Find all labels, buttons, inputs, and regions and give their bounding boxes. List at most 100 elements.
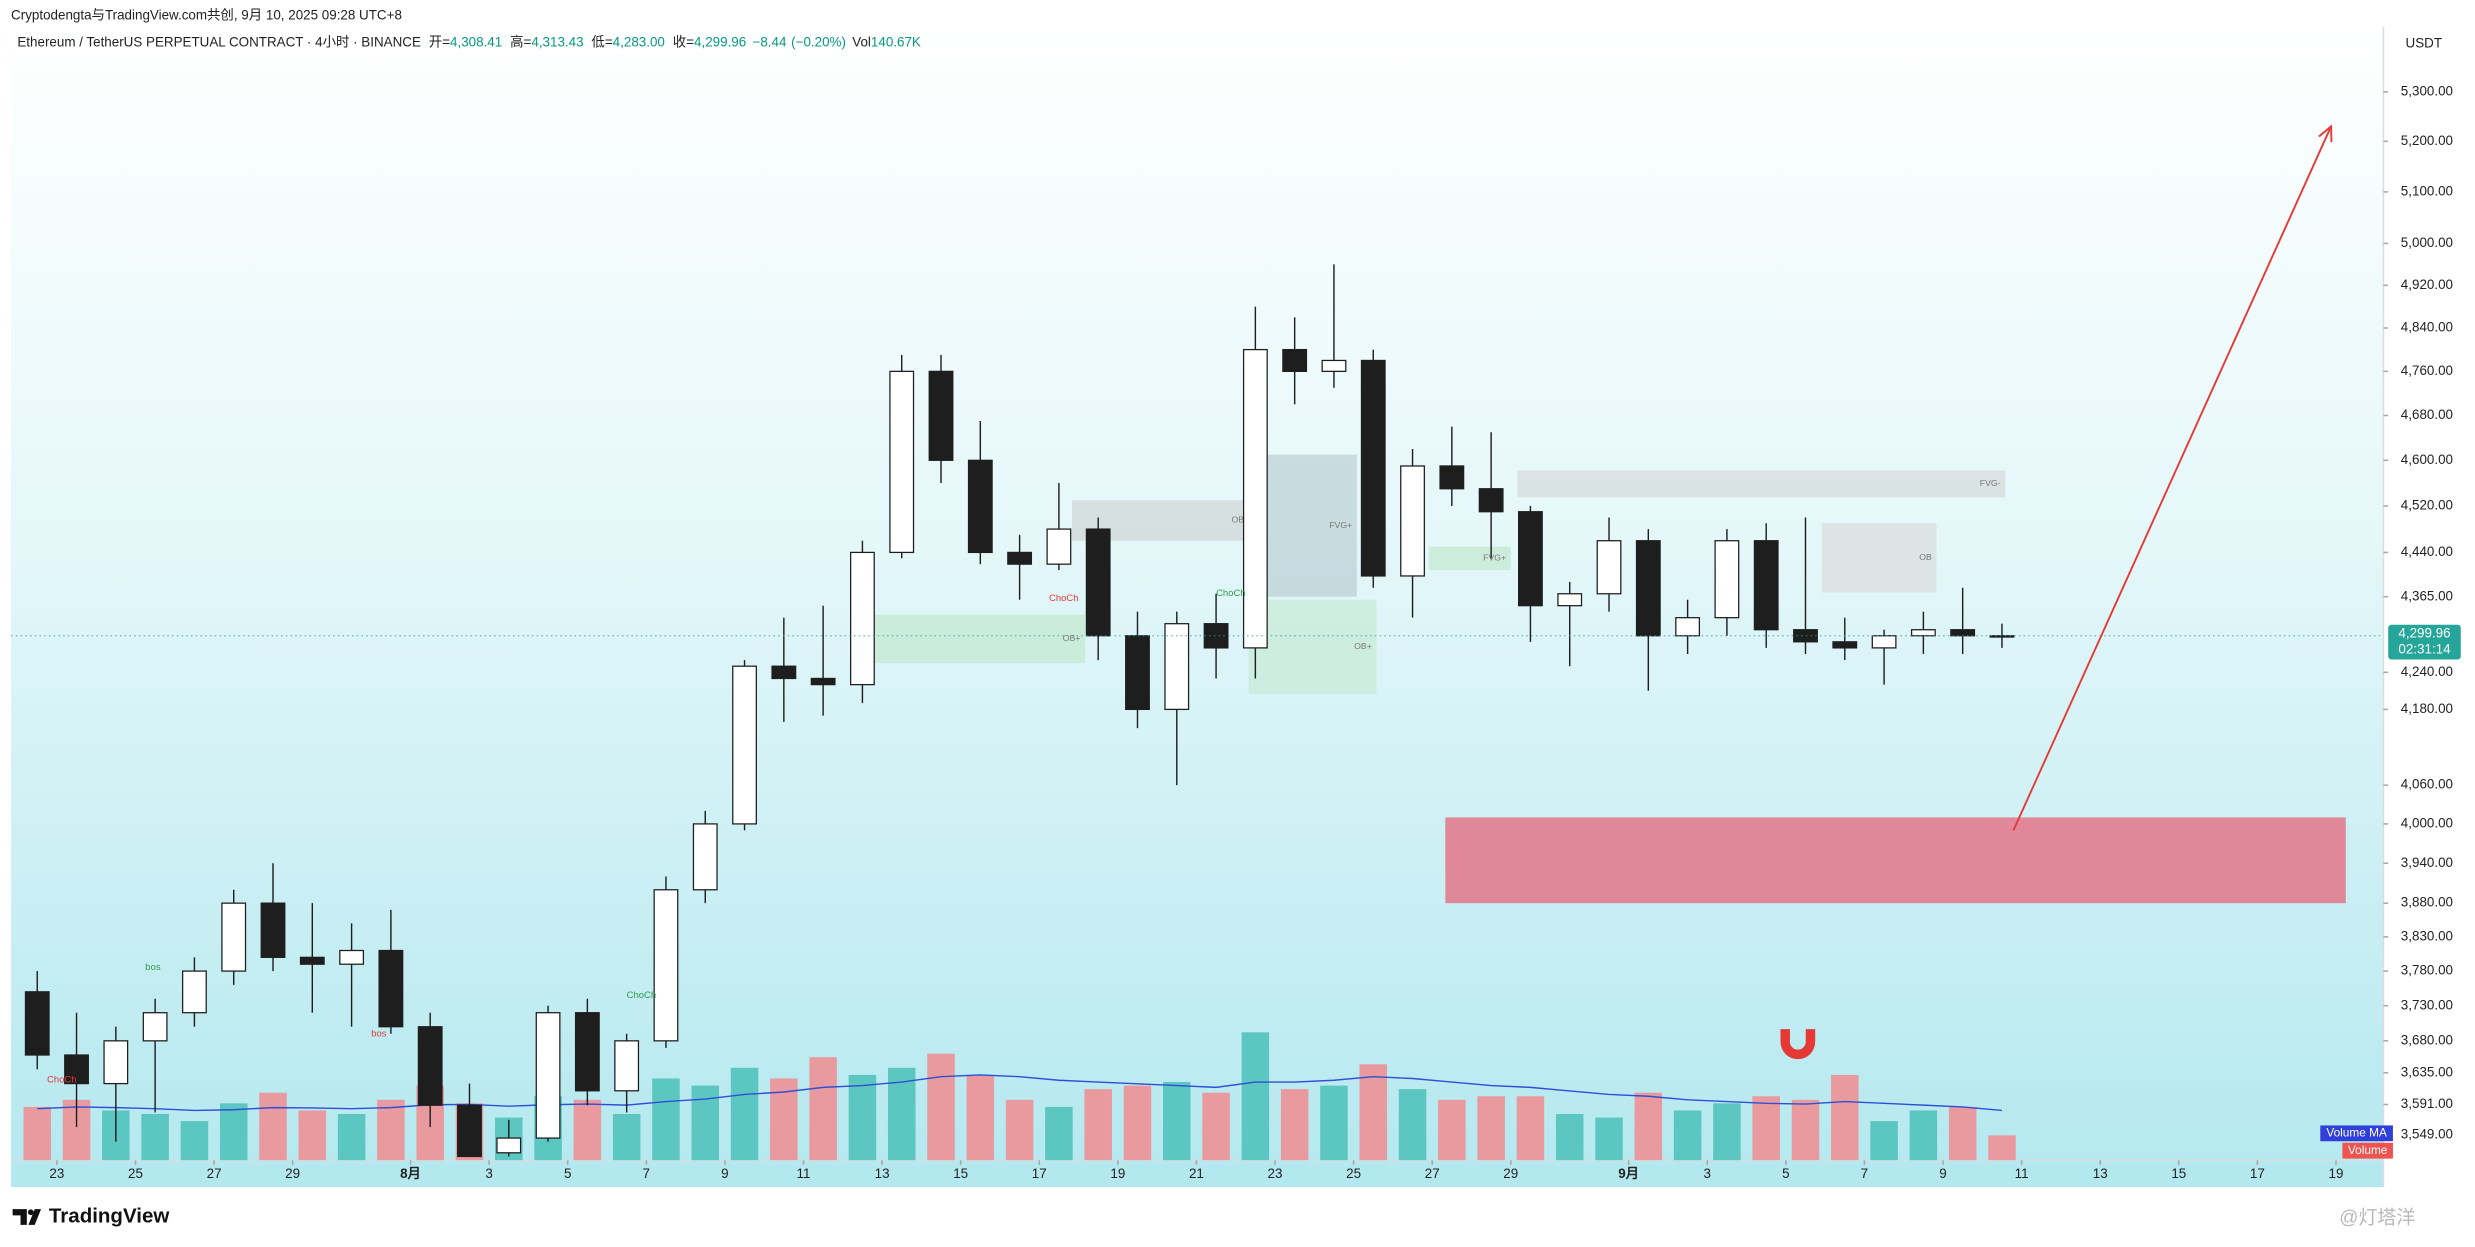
x-tick-label: 23 bbox=[1268, 1166, 1283, 1181]
volume-bar bbox=[1713, 1103, 1741, 1161]
volume-bar bbox=[1359, 1064, 1388, 1161]
x-tick-label: 15 bbox=[953, 1166, 968, 1181]
credit: Cryptodengta与TradingView.com共创, 9月 10, 2… bbox=[11, 7, 402, 22]
annotation: ChoCh bbox=[1216, 588, 1245, 599]
ohlc-value: 4,283.00 bbox=[613, 34, 665, 49]
ohlc-name: 开= bbox=[429, 34, 450, 49]
logo-dot bbox=[27, 1209, 34, 1216]
candle-body bbox=[1910, 629, 1936, 637]
candle-body bbox=[1164, 623, 1190, 711]
volume-bar bbox=[809, 1057, 837, 1161]
volume-bar bbox=[23, 1106, 51, 1161]
x-tick-label: 8月 bbox=[400, 1166, 421, 1181]
y-tick-label: 4,840.00 bbox=[2401, 320, 2453, 335]
zone-label: FVG- bbox=[1980, 478, 2001, 488]
volume-bar bbox=[1320, 1085, 1348, 1161]
candle-body bbox=[535, 1012, 561, 1139]
candle-body bbox=[417, 1026, 443, 1106]
magnet-icon bbox=[1780, 1029, 1816, 1060]
zone-label: OB+ bbox=[1063, 633, 1081, 643]
x-tick-label: 5 bbox=[1782, 1166, 1789, 1181]
annotation: ChoCh bbox=[627, 990, 656, 1001]
volume-bar bbox=[1005, 1099, 1034, 1161]
x-tick-label: 19 bbox=[2329, 1166, 2344, 1181]
volume-name: Volume bbox=[2348, 1143, 2388, 1157]
volume-bar bbox=[848, 1074, 877, 1161]
zone bbox=[1445, 817, 2346, 904]
volume-ma-name: Volume MA bbox=[2326, 1125, 2387, 1139]
x-tick-label: 13 bbox=[2093, 1166, 2108, 1181]
volume-bar bbox=[927, 1053, 955, 1161]
x-tick-label: 17 bbox=[1032, 1166, 1047, 1181]
volume-bar bbox=[1831, 1074, 1859, 1161]
candle-body bbox=[1203, 623, 1229, 649]
volume-bar bbox=[337, 1114, 366, 1161]
y-tick-label: 5,200.00 bbox=[2401, 133, 2453, 148]
y-tick-label: 3,880.00 bbox=[2401, 895, 2453, 910]
currency: USDT bbox=[2406, 36, 2442, 51]
candle-body bbox=[1360, 359, 1386, 577]
zone-label: FVG+ bbox=[1329, 520, 1352, 530]
candle-body bbox=[653, 889, 679, 1042]
candle-body bbox=[1439, 465, 1465, 490]
volume-ma-tag bbox=[2320, 1125, 2393, 1142]
candle-body bbox=[1007, 551, 1033, 565]
candle-body bbox=[1518, 511, 1543, 607]
x-tick-label: 29 bbox=[285, 1166, 300, 1181]
candle-body bbox=[299, 956, 325, 965]
candle-body bbox=[64, 1054, 89, 1085]
candle-body bbox=[1635, 540, 1661, 637]
candle-body bbox=[771, 665, 797, 680]
volume-bar bbox=[652, 1078, 680, 1161]
volume-bar bbox=[1988, 1135, 2016, 1161]
x-tick-label: 11 bbox=[797, 1166, 811, 1181]
y-tick-label: 4,180.00 bbox=[2401, 701, 2453, 716]
candle-body bbox=[1321, 359, 1347, 372]
x-tick-label: 21 bbox=[1189, 1166, 1204, 1181]
x-tick-label: 9 bbox=[721, 1166, 728, 1181]
candle-body bbox=[1046, 528, 1072, 565]
candle-body bbox=[810, 677, 836, 686]
candle-body bbox=[1871, 635, 1897, 649]
x-tick-label: 25 bbox=[1346, 1166, 1361, 1181]
y-tick-label: 4,440.00 bbox=[2401, 544, 2453, 559]
watermark: @灯塔洋 bbox=[2339, 1207, 2415, 1229]
candle-body bbox=[1242, 348, 1268, 649]
zone-label: OB+ bbox=[1354, 641, 1372, 651]
candle-body bbox=[928, 370, 954, 461]
candle-body bbox=[1832, 641, 1858, 649]
last-price-label: 4,299.96 bbox=[2398, 626, 2450, 641]
zone-label: FVG+ bbox=[1483, 553, 1506, 563]
candle-body bbox=[1793, 629, 1818, 643]
y-tick-label: 4,365.00 bbox=[2401, 588, 2453, 603]
candle-body bbox=[732, 665, 757, 825]
arrow-head bbox=[2318, 124, 2333, 143]
candle-body bbox=[850, 551, 875, 686]
zone-label: OB bbox=[1232, 515, 1245, 525]
y-tick-label: 5,300.00 bbox=[2401, 83, 2453, 98]
annotation: ChoCh bbox=[1049, 593, 1078, 604]
y-tick-label: 4,240.00 bbox=[2401, 664, 2453, 679]
y-tick-label: 3,780.00 bbox=[2401, 963, 2453, 978]
symbol-header: Ethereum / TetherUS PERPETUAL CONTRACT ·… bbox=[17, 33, 921, 49]
candle-body bbox=[1282, 348, 1308, 372]
candle-body bbox=[142, 1012, 168, 1042]
volume-bar bbox=[219, 1103, 248, 1161]
volume-bar bbox=[691, 1085, 720, 1161]
change-pct: (−0.20%) bbox=[791, 34, 846, 49]
ohlc-value: 4,308.41 bbox=[450, 34, 502, 49]
y-tick-label: 5,000.00 bbox=[2401, 235, 2453, 250]
candle-body bbox=[967, 459, 993, 554]
y-tick-label: 4,000.00 bbox=[2401, 815, 2453, 830]
y-tick-label: 3,730.00 bbox=[2401, 997, 2453, 1012]
annotation: ChoCh bbox=[47, 1075, 76, 1086]
volume-bar bbox=[1948, 1106, 1977, 1161]
candle-body bbox=[378, 949, 404, 1028]
annotation: bos bbox=[145, 962, 161, 973]
volume-bar bbox=[298, 1110, 327, 1161]
ohlc-name: 高= bbox=[510, 33, 531, 49]
x-tick-label: 11 bbox=[2015, 1166, 2029, 1181]
candle-body bbox=[24, 991, 50, 1056]
candle-body bbox=[260, 902, 286, 958]
ohlc-value: 4,299.96 bbox=[694, 34, 746, 49]
